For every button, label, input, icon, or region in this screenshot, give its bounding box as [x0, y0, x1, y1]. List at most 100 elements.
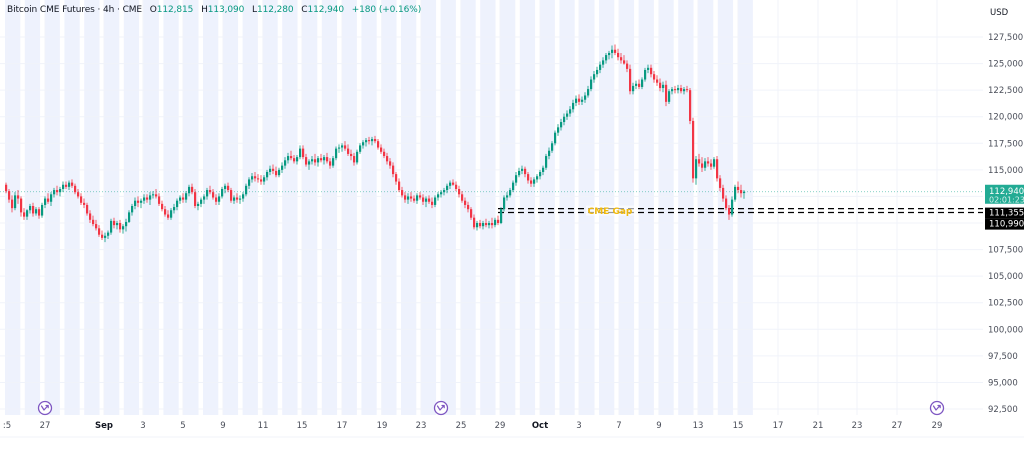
candle-body	[242, 194, 245, 199]
gap-bottom-badge	[985, 218, 1024, 230]
dividend-arrow-icon[interactable]	[37, 400, 53, 416]
candle	[134, 197, 137, 210]
marker-arrow	[436, 404, 445, 411]
candle	[200, 197, 203, 208]
candle	[83, 198, 86, 209]
candle	[587, 85, 590, 98]
candle	[653, 71, 656, 83]
candle	[596, 66, 599, 78]
candle	[188, 184, 191, 197]
price-tick-label: 127,500	[988, 33, 1023, 43]
candle	[335, 146, 338, 161]
candle-body	[572, 102, 575, 110]
candle	[329, 158, 332, 169]
candle-body	[164, 209, 167, 215]
candle-body	[401, 190, 404, 196]
candle	[362, 140, 365, 149]
candle-body	[734, 186, 737, 200]
time-tick-label: 9	[656, 421, 661, 431]
candle	[233, 195, 236, 204]
candle	[248, 177, 251, 189]
candle-body	[503, 197, 506, 210]
candle	[122, 224, 125, 234]
candle-body	[626, 63, 629, 69]
session-stripe	[321, 0, 338, 415]
candle	[734, 184, 737, 202]
candle	[344, 141, 347, 151]
candle-body	[692, 120, 695, 179]
candle-body	[149, 195, 152, 200]
cme-gap-label: CME Gap	[588, 207, 633, 217]
candle	[683, 86, 686, 95]
candle	[602, 57, 605, 68]
price-axis[interactable]: 127,500 125,000 122,500 120,000 117,500 115,0…	[983, 0, 1024, 446]
dividend-arrow-icon[interactable]	[433, 400, 449, 416]
candle	[545, 153, 548, 170]
candle-body	[656, 79, 659, 83]
candle-body	[440, 192, 443, 195]
session-stripe	[420, 0, 437, 415]
candle	[164, 206, 167, 217]
candle-body	[206, 190, 209, 197]
candle	[701, 157, 704, 172]
candle	[137, 196, 140, 208]
candle-body	[188, 186, 191, 194]
candle	[377, 139, 380, 150]
gap-top-label: 111,355	[989, 209, 1024, 219]
low-value: 112,280	[256, 5, 294, 15]
candle-body	[155, 194, 158, 197]
candle-body	[659, 82, 662, 89]
candle-body	[116, 223, 119, 226]
candle-body	[14, 195, 17, 209]
candle	[674, 85, 677, 94]
candle	[482, 220, 485, 230]
symbol-title[interactable]: Bitcoin CME Futures · 4h · CME	[7, 5, 143, 15]
candle-body	[128, 212, 131, 222]
candle-body	[236, 197, 239, 200]
candle	[608, 50, 611, 60]
currency-label[interactable]: USD	[990, 8, 1009, 18]
candle	[476, 220, 479, 231]
candle-body	[560, 122, 563, 128]
session-stripe	[282, 0, 298, 415]
candle-body	[524, 168, 527, 175]
candle-body	[662, 84, 665, 89]
candle	[197, 201, 200, 211]
candle	[557, 124, 560, 136]
candle	[650, 64, 653, 78]
candle-body	[299, 148, 302, 158]
candle-body	[134, 200, 137, 207]
time-tick-label: 23	[416, 421, 427, 431]
price-tick-label: 102,500	[988, 299, 1023, 309]
candle	[692, 117, 695, 183]
candle	[719, 175, 722, 192]
candle	[500, 207, 503, 225]
time-tick-label: 25	[456, 421, 467, 431]
candle	[317, 156, 320, 167]
candle-body	[488, 223, 491, 226]
candle-body	[404, 195, 407, 200]
candle	[563, 113, 566, 126]
candle-body	[425, 198, 428, 202]
candle-body	[140, 200, 143, 203]
session-stripe	[678, 0, 694, 415]
session-stripe	[262, 0, 278, 415]
candle-body	[260, 179, 263, 182]
candle	[74, 183, 77, 195]
candle	[326, 152, 329, 164]
candle	[68, 180, 71, 191]
time-axis[interactable]: :5 27 Sep 3 5 9 11 15 17 19 23 25 29 Oct 3 7 9 13 15 17 21 23…	[0, 415, 1024, 446]
gap-label-bg	[586, 205, 634, 216]
candle	[737, 181, 740, 194]
candle-body	[506, 195, 509, 198]
candles	[5, 44, 746, 243]
candle-body	[554, 132, 557, 144]
dividend-arrow-icon[interactable]	[929, 400, 945, 416]
candle	[575, 95, 578, 107]
price-tick-label: 97,500	[988, 352, 1018, 362]
candle-body	[638, 83, 641, 87]
candle	[293, 154, 296, 164]
candle-body	[467, 204, 470, 210]
